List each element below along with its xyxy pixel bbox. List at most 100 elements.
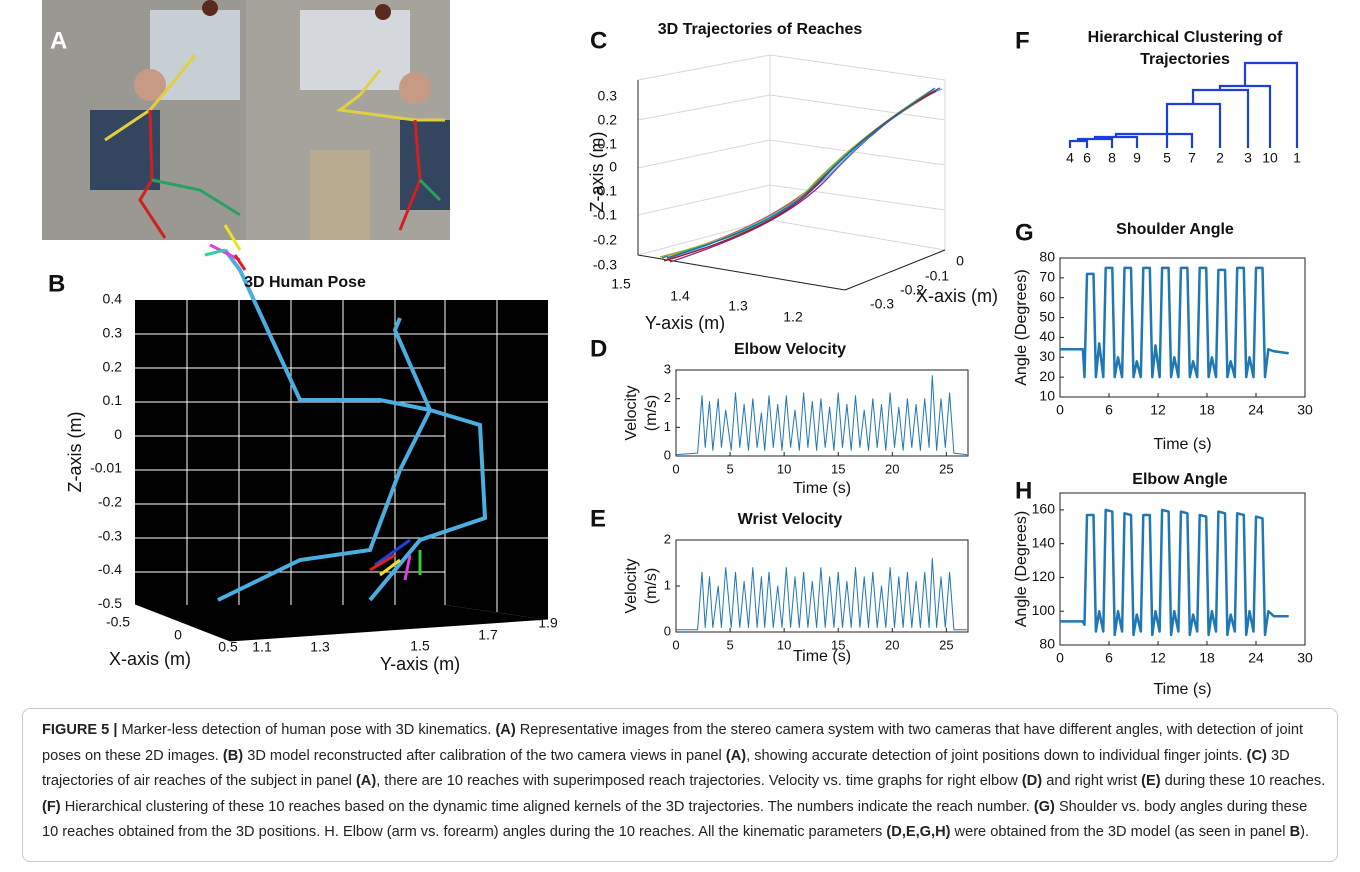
x-tick-label: 6	[1105, 650, 1113, 666]
caption-bold: (B)	[222, 747, 244, 764]
y-axis-label: Y-axis (m)	[645, 313, 725, 333]
caption-bold: (C)	[1246, 747, 1267, 764]
plot-frame	[1059, 257, 1306, 398]
x-axis-label: X-axis (m)	[109, 649, 191, 669]
y-tick-label: 80	[1039, 249, 1055, 265]
caption-bold: (D)	[1021, 773, 1043, 789]
chart-title: Wrist Velocity	[738, 511, 843, 528]
x-tick-label: 0.5	[218, 639, 238, 655]
z-tick-label: 0	[609, 159, 617, 175]
y-tick-label: 3	[664, 361, 671, 376]
caption-text: Marker-less detection of human pose with…	[117, 722, 496, 738]
x-tick-label: 30	[1297, 402, 1313, 418]
z-tick-label: -0.3	[98, 527, 122, 543]
x-tick-label: 24	[1248, 402, 1264, 418]
x-tick-label: 20	[885, 637, 899, 652]
y-axis-label: Y-axis (m)	[380, 654, 460, 674]
y-tick-label: 2	[664, 390, 671, 405]
dendrogram-title: Trajectories	[1140, 51, 1230, 68]
caption-bold: (A)	[725, 747, 747, 764]
trajectory-title: 3D Trajectories of Reaches	[658, 21, 863, 38]
caption-text: and right wrist	[1042, 773, 1142, 789]
z-tick-label: 0.2	[103, 358, 123, 374]
x-tick-label: 18	[1199, 402, 1215, 418]
y-tick-label: 1.5	[410, 638, 430, 654]
x-axis-label: Time (s)	[1153, 681, 1211, 698]
chart-title: Shoulder Angle	[1116, 221, 1234, 238]
caption-text: 3D model reconstructed after calibration…	[243, 747, 726, 764]
caption-bold: (E)	[1141, 773, 1161, 789]
x-tick-label: 20	[885, 461, 899, 476]
y-tick-label: 1.7	[478, 627, 498, 643]
y-axis-label: (m/s)	[643, 568, 660, 604]
z-tick-label: 0.1	[598, 136, 618, 152]
trajectory-3d-box	[637, 54, 946, 291]
z-tick-label: -0.1	[593, 207, 617, 223]
data-line	[676, 557, 967, 631]
y-tick-label: 1.1	[252, 639, 272, 655]
x-tick-label: 25	[939, 637, 953, 652]
y-axis-label: Velocity	[623, 558, 640, 613]
z-tick-label: -0.1	[593, 183, 617, 199]
y-tick-label: 1.3	[728, 298, 748, 314]
data-line	[1060, 266, 1289, 379]
caption-text: Hierarchical clustering of these 10 reac…	[60, 798, 1034, 815]
panel-letter: G	[1015, 219, 1034, 246]
x-tick-label: -0.5	[106, 614, 130, 630]
leaf-label: 8	[1108, 150, 1116, 166]
panel-letter: E	[590, 505, 606, 532]
panel-letter: A	[50, 27, 67, 54]
y-tick-label: 60	[1039, 288, 1055, 304]
y-axis-label: Angle (Degrees)	[1013, 511, 1030, 628]
y-tick-label: 50	[1039, 308, 1055, 324]
y-axis-label: Angle (Degrees)	[1013, 269, 1030, 386]
chart-title: Elbow Velocity	[734, 341, 846, 358]
caption: FIGURE 5 | Marker-less detection of huma…	[42, 718, 1327, 846]
z-tick-label: 0.2	[598, 112, 618, 128]
z-tick-label: -0.01	[90, 460, 122, 476]
caption-text: were obtained from the 3D model (as seen…	[950, 824, 1290, 840]
x-tick-label: 0	[174, 627, 182, 643]
x-tick-label: 0	[1056, 650, 1064, 666]
caption-text: Shoulder vs. body angles during these 10…	[42, 798, 1308, 841]
caption-text: , showing accurate detection of joint po…	[746, 747, 1247, 764]
leaf-label: 4	[1066, 150, 1074, 166]
z-tick-label: -0.2	[98, 494, 122, 510]
x-tick-label: 15	[831, 461, 845, 476]
x-tick-label: 0	[1056, 402, 1064, 418]
pose-title: 3D Human Pose	[244, 274, 366, 291]
figure: A B C D E F G H 3D Human Pose 0.4 0.3 0.2 0.1 0 -0.01 -…	[42, 0, 1313, 698]
y-tick-label: 0	[664, 447, 671, 462]
x-tick-label: 12	[1150, 402, 1166, 418]
leaf-label: 1	[1293, 150, 1301, 166]
y-tick-label: 120	[1032, 568, 1056, 584]
z-tick-label: 0	[114, 426, 122, 442]
x-tick-label: 5	[726, 637, 733, 652]
z-axis-label: Z-axis (m)	[587, 132, 607, 213]
panel-letter: B	[48, 270, 65, 297]
x-tick-label: 5	[726, 461, 733, 476]
y-tick-label: 0	[664, 623, 671, 638]
caption-text: 3D trajectories of air reaches of the su…	[42, 747, 1290, 790]
x-tick-label: 10	[777, 637, 791, 652]
data-line	[675, 375, 967, 456]
photo	[42, 0, 450, 240]
y-tick-label: 70	[1039, 269, 1055, 285]
plot-frame	[1059, 492, 1306, 646]
z-tick-label: -0.2	[593, 232, 617, 248]
leaf-label: 7	[1188, 150, 1196, 166]
caption-text: ).	[1300, 824, 1310, 840]
y-tick-label: 1.4	[670, 288, 690, 304]
x-tick-label: 24	[1248, 650, 1264, 666]
y-tick-label: 1.9	[538, 615, 558, 631]
y-axis-label: Velocity	[623, 385, 640, 440]
x-axis-label: Time (s)	[793, 480, 851, 497]
z-tick-label: -0.4	[98, 561, 122, 577]
x-tick-label: 0	[672, 637, 679, 652]
y-tick-label: 1.3	[310, 639, 330, 655]
panel-letter: D	[590, 335, 607, 362]
y-tick-label: 160	[1032, 501, 1056, 517]
chart-title: Elbow Angle	[1132, 471, 1228, 488]
data-line	[1060, 508, 1289, 637]
